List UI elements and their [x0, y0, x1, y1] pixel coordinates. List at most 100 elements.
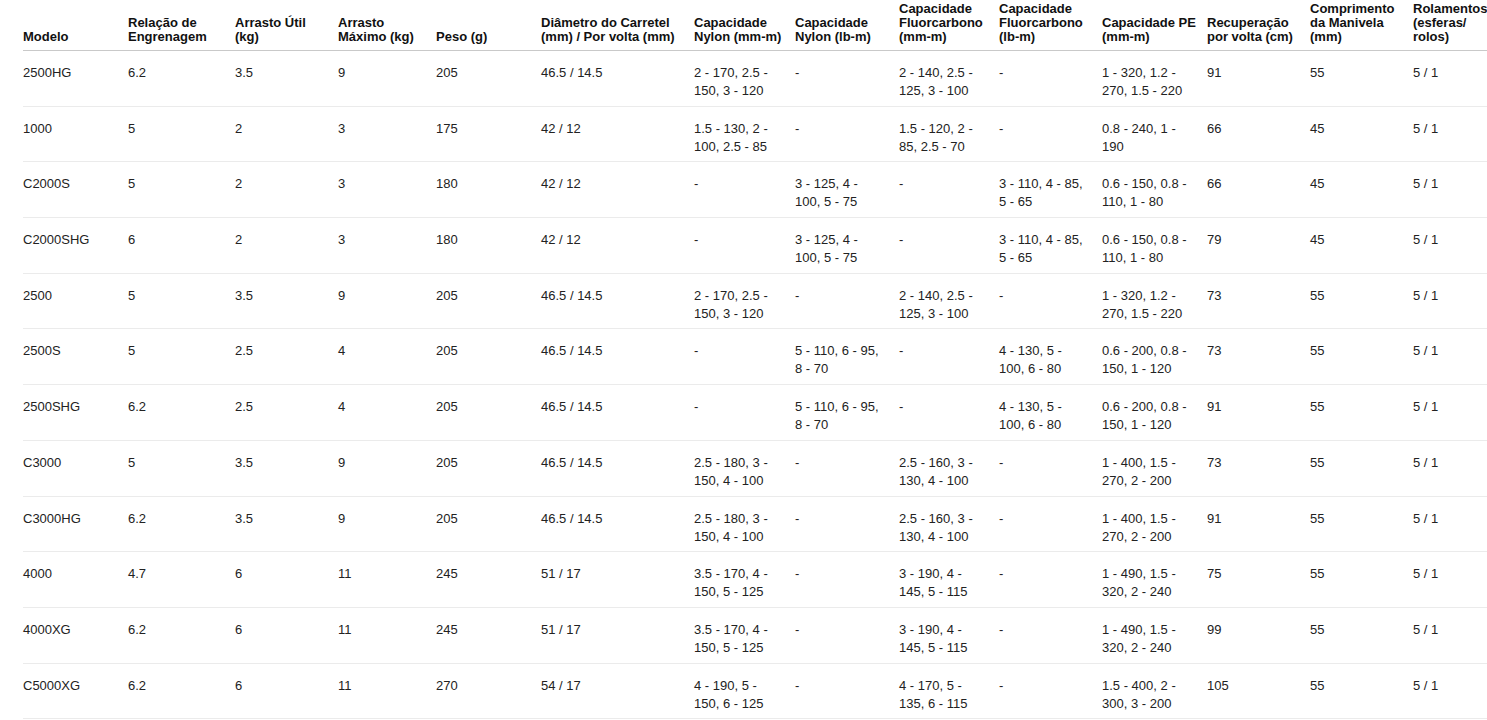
cell-modelo: C5000XG: [23, 663, 128, 719]
cell-diametro-carretel: 46.5 / 14.5: [541, 51, 694, 107]
header-row: ModeloRelação de EngrenagemArrasto Útil …: [23, 0, 1487, 51]
cell-capacidade-pe: 1.5 - 400, 2 - 300, 3 - 200: [1102, 663, 1207, 719]
cell-diametro-carretel: 46.5 / 14.5: [541, 440, 694, 496]
cell-arrasto-maximo: 11: [338, 552, 436, 608]
cell-diametro-carretel: 46.5 / 14.5: [541, 273, 694, 329]
cell-capacidade-pe: 0.6 - 200, 0.8 - 150, 1 - 120: [1102, 385, 1207, 441]
cell-arrasto-maximo: 3: [338, 162, 436, 218]
cell-capacidade-fluorcarbono-lb: -: [999, 273, 1102, 329]
cell-rolamentos: 5 / 1: [1413, 273, 1487, 329]
cell-capacidade-fluorcarbono-mm: 3 - 190, 4 - 145, 5 - 115: [899, 607, 999, 663]
cell-arrasto-util: 2: [235, 218, 338, 274]
cell-modelo: 2500HG: [23, 51, 128, 107]
cell-modelo: 2500SHG: [23, 385, 128, 441]
cell-capacidade-fluorcarbono-lb: -: [999, 496, 1102, 552]
cell-capacidade-pe: 1 - 400, 1.5 - 270, 2 - 200: [1102, 440, 1207, 496]
cell-modelo: C2000SHG: [23, 218, 128, 274]
cell-arrasto-util: 2.5: [235, 329, 338, 385]
cell-capacidade-fluorcarbono-lb: -: [999, 106, 1102, 162]
column-header-relacao-engrenagem: Relação de Engrenagem: [128, 0, 235, 51]
cell-recuperacao-por-volta: 99: [1207, 607, 1310, 663]
cell-capacidade-pe: 1 - 490, 1.5 - 320, 2 - 240: [1102, 607, 1207, 663]
cell-relacao-engrenagem: 5: [128, 329, 235, 385]
cell-diametro-carretel: 54 / 17: [541, 663, 694, 719]
cell-modelo: 2500: [23, 273, 128, 329]
cell-capacidade-nylon-lb: -: [795, 51, 899, 107]
table-row-4000: 40004.761124551 / 173.5 - 170, 4 - 150, …: [23, 552, 1487, 608]
cell-capacidade-nylon-lb: 5 - 110, 6 - 95, 8 - 70: [795, 329, 899, 385]
cell-diametro-carretel: 51 / 17: [541, 552, 694, 608]
cell-relacao-engrenagem: 5: [128, 440, 235, 496]
cell-modelo: C3000HG: [23, 496, 128, 552]
cell-peso: 205: [436, 385, 541, 441]
cell-peso: 245: [436, 552, 541, 608]
cell-modelo: 1000: [23, 106, 128, 162]
table-row-1000: 100052317542 / 121.5 - 130, 2 - 100, 2.5…: [23, 106, 1487, 162]
cell-capacidade-fluorcarbono-mm: -: [899, 162, 999, 218]
table-header: ModeloRelação de EngrenagemArrasto Útil …: [23, 0, 1487, 51]
cell-relacao-engrenagem: 6.2: [128, 51, 235, 107]
cell-capacidade-nylon-lb: -: [795, 496, 899, 552]
cell-recuperacao-por-volta: 105: [1207, 663, 1310, 719]
column-header-peso: Peso (g): [436, 0, 541, 51]
cell-peso: 245: [436, 607, 541, 663]
cell-peso: 205: [436, 440, 541, 496]
table-row-c2000s: C2000S52318042 / 12-3 - 125, 4 - 100, 5 …: [23, 162, 1487, 218]
cell-capacidade-pe: 0.6 - 200, 0.8 - 150, 1 - 120: [1102, 329, 1207, 385]
cell-relacao-engrenagem: 6.2: [128, 663, 235, 719]
cell-diametro-carretel: 42 / 12: [541, 106, 694, 162]
cell-capacidade-nylon-mm: -: [694, 329, 795, 385]
cell-capacidade-pe: 0.6 - 150, 0.8 - 110, 1 - 80: [1102, 162, 1207, 218]
cell-capacidade-pe: 1 - 490, 1.5 - 320, 2 - 240: [1102, 552, 1207, 608]
cell-rolamentos: 5 / 1: [1413, 552, 1487, 608]
column-header-capacidade-fluorcarbono-lb: Capacidade Fluorcarbono (lb-m): [999, 0, 1102, 51]
column-header-modelo: Modelo: [23, 0, 128, 51]
cell-capacidade-nylon-mm: 2.5 - 180, 3 - 150, 4 - 100: [694, 440, 795, 496]
cell-capacidade-pe: 1 - 320, 1.2 - 270, 1.5 - 220: [1102, 51, 1207, 107]
cell-capacidade-pe: 1 - 320, 1.2 - 270, 1.5 - 220: [1102, 273, 1207, 329]
cell-capacidade-nylon-lb: -: [795, 663, 899, 719]
cell-recuperacao-por-volta: 91: [1207, 51, 1310, 107]
cell-modelo: 4000XG: [23, 607, 128, 663]
cell-capacidade-fluorcarbono-lb: 4 - 130, 5 - 100, 6 - 80: [999, 385, 1102, 441]
column-header-rolamentos: Rolamentos (esferas/​rolos): [1413, 0, 1487, 51]
cell-relacao-engrenagem: 6.2: [128, 385, 235, 441]
table-row-c2000shg: C2000SHG62318042 / 12-3 - 125, 4 - 100, …: [23, 218, 1487, 274]
cell-arrasto-maximo: 11: [338, 663, 436, 719]
cell-arrasto-maximo: 9: [338, 440, 436, 496]
cell-arrasto-util: 2: [235, 106, 338, 162]
cell-comprimento-manivela: 45: [1310, 162, 1413, 218]
cell-relacao-engrenagem: 6.2: [128, 496, 235, 552]
column-header-diametro-carretel: Diâmetro do Carretel (mm) /​ Por volta (…: [541, 0, 694, 51]
cell-recuperacao-por-volta: 91: [1207, 496, 1310, 552]
table-row-c3000: C300053.5920546.5 / 14.52.5 - 180, 3 - 1…: [23, 440, 1487, 496]
cell-relacao-engrenagem: 4.7: [128, 552, 235, 608]
cell-capacidade-fluorcarbono-mm: 2.5 - 160, 3 - 130, 4 - 100: [899, 496, 999, 552]
cell-comprimento-manivela: 45: [1310, 106, 1413, 162]
cell-arrasto-util: 2: [235, 162, 338, 218]
table-row-2500shg: 2500SHG6.22.5420546.5 / 14.5-5 - 110, 6 …: [23, 385, 1487, 441]
cell-capacidade-pe: 1 - 400, 1.5 - 270, 2 - 200: [1102, 496, 1207, 552]
cell-capacidade-nylon-lb: 3 - 125, 4 - 100, 5 - 75: [795, 162, 899, 218]
cell-relacao-engrenagem: 6.2: [128, 607, 235, 663]
cell-comprimento-manivela: 55: [1310, 663, 1413, 719]
cell-modelo: C3000: [23, 440, 128, 496]
cell-arrasto-util: 6: [235, 552, 338, 608]
cell-capacidade-nylon-mm: 4 - 190, 5 - 150, 6 - 125: [694, 663, 795, 719]
cell-diametro-carretel: 46.5 / 14.5: [541, 385, 694, 441]
cell-rolamentos: 5 / 1: [1413, 607, 1487, 663]
cell-rolamentos: 5 / 1: [1413, 440, 1487, 496]
cell-peso: 205: [436, 496, 541, 552]
cell-capacidade-fluorcarbono-mm: -: [899, 218, 999, 274]
column-header-capacidade-nylon-mm: Capacidade Nylon (mm-m): [694, 0, 795, 51]
reel-specs-table: ModeloRelação de EngrenagemArrasto Útil …: [23, 0, 1487, 719]
cell-arrasto-util: 6: [235, 663, 338, 719]
cell-arrasto-maximo: 9: [338, 496, 436, 552]
column-header-capacidade-pe: Capacidade PE (mm-m): [1102, 0, 1207, 51]
cell-diametro-carretel: 42 / 12: [541, 218, 694, 274]
column-header-capacidade-fluorcarbono-mm: Capacidade Fluorcarbono (mm-m): [899, 0, 999, 51]
table-row-2500s: 2500S52.5420546.5 / 14.5-5 - 110, 6 - 95…: [23, 329, 1487, 385]
cell-peso: 205: [436, 329, 541, 385]
cell-capacidade-fluorcarbono-mm: 2 - 140, 2.5 - 125, 3 - 100: [899, 51, 999, 107]
column-header-comprimento-manivela: Comprimento da Manivela (mm): [1310, 0, 1413, 51]
